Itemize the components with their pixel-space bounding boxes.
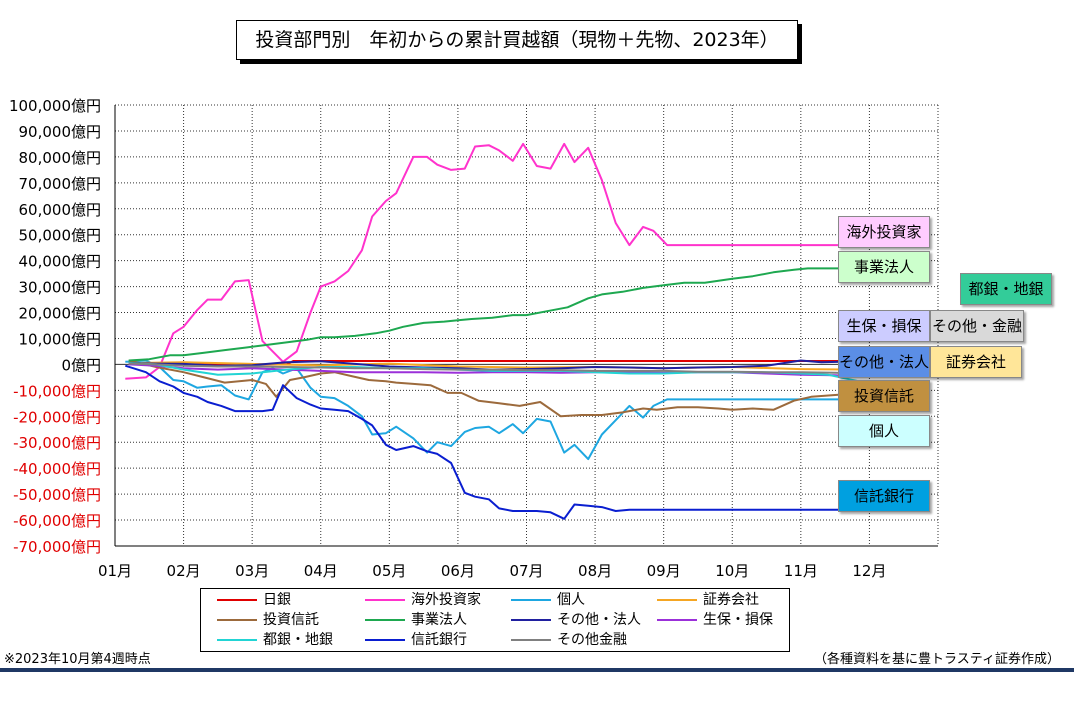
y-tick-label: 60,000億円 (19, 201, 102, 219)
y-tick-label: 30,000億円 (19, 279, 102, 297)
y-tick-label: 100,000億円 (9, 97, 101, 115)
legend-item-other-corp: その他・法人 (511, 610, 641, 630)
series-line-投資信託 (128, 359, 860, 418)
y-tick-label: -40,000億円 (13, 460, 101, 478)
y-tick-label: 50,000億円 (19, 227, 102, 245)
series-label-trust-banks: 信託銀行 (838, 480, 930, 512)
legend-swatch (365, 619, 405, 621)
legend-label: 生保・損保 (703, 612, 773, 628)
y-tick-label: -30,000億円 (13, 434, 101, 452)
y-tick-label: -70,000億円 (13, 538, 101, 556)
x-tick-label: 11月 (784, 562, 818, 580)
legend-swatch (511, 619, 551, 621)
legend-swatch (365, 639, 405, 641)
y-tick-label: -60,000億円 (13, 512, 101, 530)
legend-item-individual: 個人 (511, 590, 585, 610)
y-tick-label: 90,000億円 (19, 123, 102, 141)
legend-swatch (365, 599, 405, 601)
series-line-信託銀行 (124, 364, 860, 520)
legend: 日銀 海外投資家 個人 証券会社 投資信託 事業法人 その他・法人 生保・損保 … (200, 588, 790, 652)
x-tick-label: 06月 (441, 562, 475, 580)
series-line-その他金融 (128, 362, 860, 375)
legend-swatch (657, 599, 697, 601)
series-line-個人 (125, 359, 860, 461)
legend-item-boj: 日銀 (217, 590, 291, 610)
y-tick-label: 20,000億円 (19, 305, 102, 323)
series-label-banks: 都銀・地銀 (960, 273, 1052, 305)
legend-label: 都銀・地銀 (263, 632, 333, 648)
series-label-other-financial: その他・金融 (930, 310, 1024, 342)
x-tick-label: 07月 (509, 562, 543, 580)
bottom-rule (0, 668, 1074, 672)
series-label-insurance: 生保・損保 (838, 310, 930, 342)
legend-swatch (657, 619, 697, 621)
legend-item-insurance: 生保・損保 (657, 610, 773, 630)
footnote-source: （各種資料を基に豊トラスティ証券作成） (814, 652, 1060, 667)
y-tick-label: 40,000億円 (19, 253, 102, 271)
legend-label: その他金融 (557, 632, 627, 648)
legend-item-banks: 都銀・地銀 (217, 630, 333, 650)
legend-item-other-financial: その他金融 (511, 630, 627, 650)
legend-label: その他・法人 (557, 612, 641, 628)
x-tick-label: 01月 (98, 562, 132, 580)
y-tick-label: -50,000億円 (13, 486, 101, 504)
series-label-other-corp: その他・法人 (838, 346, 930, 378)
legend-item-foreign: 海外投資家 (365, 590, 481, 610)
series-line-事業法人 (128, 267, 860, 362)
legend-swatch (511, 639, 551, 641)
legend-item-business: 事業法人 (365, 610, 467, 630)
x-tick-label: 09月 (647, 562, 681, 580)
chart-title: 投資部門別 年初からの累計買越額（現物＋先物、2023年） (236, 20, 798, 60)
y-tick-label: -20,000億円 (13, 408, 101, 426)
y-tick-label: 80,000億円 (19, 149, 102, 167)
y-tick-label: 10,000億円 (19, 330, 102, 348)
series-line-海外投資家 (125, 142, 860, 380)
legend-label: 信託銀行 (411, 632, 467, 648)
footnote-date: ※2023年10月第4週時点 (4, 652, 151, 667)
legend-label: 海外投資家 (411, 592, 481, 608)
y-tick-label: 70,000億円 (19, 175, 102, 193)
series-label-foreign: 海外投資家 (838, 216, 930, 248)
legend-item-investment-trust: 投資信託 (217, 610, 319, 630)
legend-label: 証券会社 (703, 592, 759, 608)
series-label-individual: 個人 (838, 415, 930, 447)
x-tick-label: 10月 (715, 562, 749, 580)
x-tick-label: 03月 (235, 562, 269, 580)
y-tick-label: -10,000億円 (13, 382, 101, 400)
x-tick-label: 08月 (578, 562, 612, 580)
legend-label: 日銀 (263, 592, 291, 608)
legend-item-securities: 証券会社 (657, 590, 759, 610)
x-tick-label: 04月 (304, 562, 338, 580)
legend-label: 個人 (557, 592, 585, 608)
legend-swatch (217, 599, 257, 601)
legend-swatch (217, 639, 257, 641)
x-tick-label: 05月 (372, 562, 406, 580)
x-tick-label: 02月 (167, 562, 201, 580)
legend-label: 事業法人 (411, 612, 467, 628)
legend-label: 投資信託 (263, 612, 319, 628)
series-label-securities: 証券会社 (930, 346, 1022, 378)
series-label-business: 事業法人 (838, 251, 930, 283)
series-label-investment-trust: 投資信託 (838, 380, 930, 412)
legend-item-trust-banks: 信託銀行 (365, 630, 467, 650)
y-tick-label: 0億円 (61, 356, 101, 374)
legend-swatch (217, 619, 257, 621)
x-tick-label: 12月 (852, 562, 886, 580)
legend-swatch (511, 599, 551, 601)
